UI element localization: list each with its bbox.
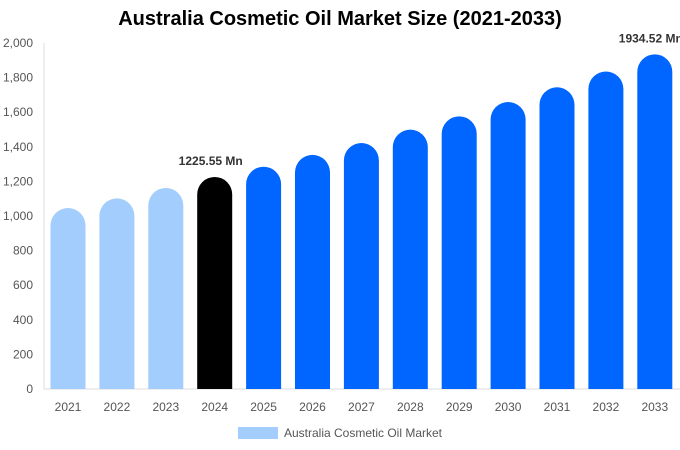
x-tick-label: 2030 [495,400,522,414]
data-label-2024: 1225.55 Mn [179,154,243,168]
y-tick-label: 400 [13,313,33,327]
y-tick-label: 0 [26,382,33,396]
x-tick-label: 2027 [348,400,375,414]
legend-swatch [237,427,278,439]
x-tick-label: 2029 [446,400,473,414]
bar-2032 [588,71,624,390]
x-tick-label: 2026 [299,400,326,414]
x-tick-label: 2025 [250,400,277,414]
bar-2024 [197,176,233,389]
bar-2029 [441,116,477,390]
legend[interactable]: Australia Cosmetic Oil Market [0,426,680,440]
chart-title: Australia Cosmetic Oil Market Size (2021… [118,8,562,30]
bar-2027 [343,142,379,389]
data-label-2033: 1934.52 Mn [619,31,680,45]
y-tick-label: 1,600 [3,105,33,119]
y-tick-label: 1,800 [3,71,33,85]
y-tick-label: 200 [13,347,33,361]
bar-2033 [637,54,673,390]
x-tick-label: 2024 [201,400,228,414]
y-tick-label: 2,000 [3,36,33,50]
y-tick-label: 800 [13,244,33,258]
x-tick-label: 2021 [55,400,82,414]
bar-2022 [99,198,135,389]
x-tick-label: 2031 [544,400,571,414]
bar-2023 [148,187,184,389]
bar-2026 [295,154,330,389]
bar-2021 [50,208,86,389]
x-tick-label: 2023 [152,400,179,414]
bar-2030 [490,102,526,390]
y-tick-label: 1,400 [3,140,33,154]
bar-2031 [539,87,575,390]
y-tick-label: 1,000 [3,209,33,223]
x-tick-label: 2022 [104,400,131,414]
y-tick-label: 600 [13,278,33,292]
legend-label: Australia Cosmetic Oil Market [283,426,443,440]
x-tick-label: 2033 [641,400,668,414]
x-tick-label: 2028 [397,400,424,414]
bar-2025 [246,166,282,389]
x-tick-label: 2032 [593,400,620,414]
y-tick-label: 1,200 [3,174,33,188]
bar-2028 [392,129,428,389]
